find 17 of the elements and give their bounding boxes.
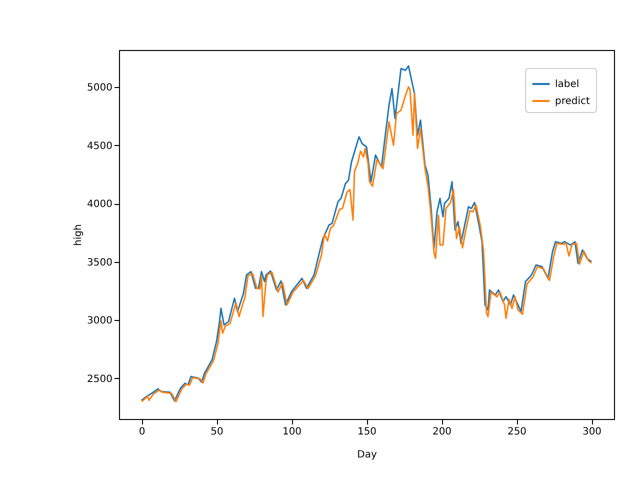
- legend-label: label: [555, 79, 580, 90]
- x-tick-label: 300: [582, 426, 602, 438]
- x-tick-label: 250: [507, 426, 527, 438]
- x-tick-label: 50: [210, 426, 224, 438]
- y-tick-label: 4500: [87, 140, 112, 152]
- x-axis-title: Day: [357, 450, 377, 460]
- x-tick-label: 200: [432, 426, 452, 438]
- x-tick-label: 100: [282, 426, 302, 438]
- y-axis-title: high: [73, 224, 84, 246]
- y-tick-label: 5000: [87, 82, 112, 94]
- y-tick-label: 3000: [87, 316, 112, 327]
- y-tick-label: 3500: [87, 257, 112, 268]
- x-tick-label: 0: [138, 426, 146, 438]
- x-tick-label: 150: [357, 426, 377, 438]
- y-tick-label: 2500: [87, 374, 112, 385]
- legend-label: predict: [555, 96, 590, 107]
- y-tick-label: 4000: [87, 199, 112, 210]
